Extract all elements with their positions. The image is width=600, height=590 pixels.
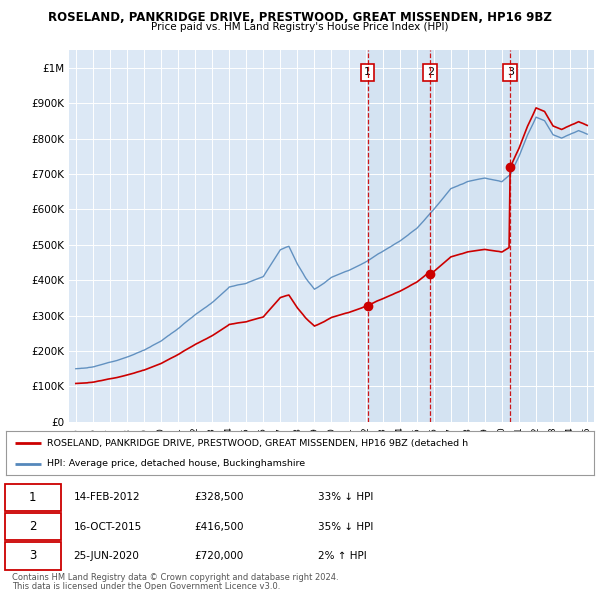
Text: 1: 1 <box>364 67 371 77</box>
Text: 33% ↓ HPI: 33% ↓ HPI <box>317 492 373 502</box>
Text: £328,500: £328,500 <box>194 492 244 502</box>
Text: This data is licensed under the Open Government Licence v3.0.: This data is licensed under the Open Gov… <box>12 582 280 590</box>
Text: 3: 3 <box>29 549 37 562</box>
Text: Price paid vs. HM Land Registry's House Price Index (HPI): Price paid vs. HM Land Registry's House … <box>151 22 449 32</box>
Text: 16-OCT-2015: 16-OCT-2015 <box>74 522 142 532</box>
Text: 14-FEB-2012: 14-FEB-2012 <box>74 492 140 502</box>
Text: £416,500: £416,500 <box>194 522 244 532</box>
Text: Contains HM Land Registry data © Crown copyright and database right 2024.: Contains HM Land Registry data © Crown c… <box>12 573 338 582</box>
Text: 2% ↑ HPI: 2% ↑ HPI <box>317 551 367 561</box>
Text: ROSELAND, PANKRIDGE DRIVE, PRESTWOOD, GREAT MISSENDEN, HP16 9BZ (detached h: ROSELAND, PANKRIDGE DRIVE, PRESTWOOD, GR… <box>47 438 468 448</box>
Text: ROSELAND, PANKRIDGE DRIVE, PRESTWOOD, GREAT MISSENDEN, HP16 9BZ: ROSELAND, PANKRIDGE DRIVE, PRESTWOOD, GR… <box>48 11 552 24</box>
Text: 3: 3 <box>506 67 514 77</box>
FancyBboxPatch shape <box>5 484 61 511</box>
Text: 25-JUN-2020: 25-JUN-2020 <box>74 551 139 561</box>
Text: 35% ↓ HPI: 35% ↓ HPI <box>317 522 373 532</box>
Text: 1: 1 <box>29 491 37 504</box>
FancyBboxPatch shape <box>5 513 61 540</box>
Text: 2: 2 <box>29 520 37 533</box>
Text: £720,000: £720,000 <box>194 551 244 561</box>
FancyBboxPatch shape <box>5 542 61 569</box>
Text: 2: 2 <box>427 67 434 77</box>
Text: HPI: Average price, detached house, Buckinghamshire: HPI: Average price, detached house, Buck… <box>47 460 305 468</box>
Bar <box>368 50 594 422</box>
